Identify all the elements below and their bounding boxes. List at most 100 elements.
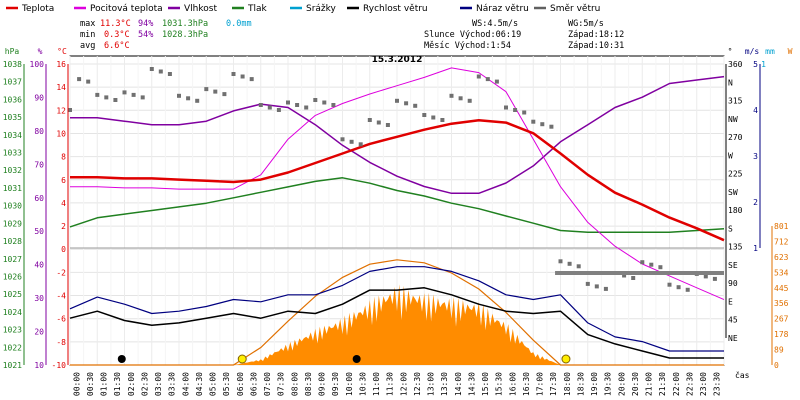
legend: Teplota Pocitová teplota Vlhkost Tlak Srážky… [6,4,600,14]
direction-tick: 270 [728,133,743,142]
stats-max-label: max [80,19,95,29]
humidity-tick: 50 [34,227,44,236]
wind-direction-point [540,122,545,127]
humidity-tick: 70 [34,160,44,169]
temperature-tick: 2 [61,222,66,231]
legend-label-7: Směr větru [550,4,600,14]
stats-min-temp: 0.3°C [104,30,130,40]
legend-label-0: Teplota [21,4,54,14]
wind-direction-point [68,108,72,112]
stats-max-temp: 11.3°C [100,19,131,29]
direction-tick: 90 [728,279,738,288]
axes: hPa1038103710361035103410331032103110301… [3,47,793,396]
x-tick: 15:00 [481,372,490,396]
legend-label-1: Pocitová teplota [90,4,163,14]
wind-direction-point [440,118,445,122]
direction-tick: 45 [728,316,738,325]
pressure-tick: 1025 [3,290,22,299]
wind-direction-point [376,120,381,125]
wind-direction-point [222,92,227,97]
x-tick: 10:00 [345,372,354,396]
solar-tick: 356 [774,299,789,308]
temperature-tick: 4 [61,199,66,208]
chart-title: 15.3.2012 [372,55,423,65]
direction-tick: N [728,78,733,87]
stats-avg-temp: 6.6°C [104,41,130,51]
wind-direction-point [213,89,218,94]
wind-direction-point [322,100,327,105]
wind-direction-point [531,119,536,124]
wind-direction-point [186,96,191,101]
pressure-tick: 1023 [3,326,22,335]
x-tick: 13:00 [427,372,436,396]
solar-tick: 178 [774,330,789,339]
wind-direction-point [104,95,109,100]
x-tick: 05:00 [209,372,218,396]
direction-tick: NW [728,115,738,124]
x-tick: 08:30 [304,372,313,396]
humidity-tick: 60 [34,194,44,203]
solar-measured-area [70,284,724,365]
humidity-tick: 80 [34,127,44,136]
stats-moon: Měsíc Východ:1:54 [424,41,511,51]
pressure-tick: 1030 [3,202,22,211]
wind-direction-point [77,77,82,82]
legend-label-4: Srážky [306,4,337,14]
humidity-tick: 10 [34,361,44,370]
wind-direction-point [331,103,336,107]
temperature-tick: 14 [56,83,66,92]
temperature-axis-label: °C [57,47,67,56]
wind-direction-point [177,93,181,98]
solar-tick: 267 [774,315,789,324]
rain-tick: 1 [761,60,766,69]
wind-tick: 5 [753,60,758,69]
pressure-tick: 1027 [3,255,22,264]
wind-direction-point [286,100,290,105]
wind-direction-point [712,276,717,281]
pressure-tick: 1032 [3,166,22,175]
humidity-tick: 30 [34,294,44,303]
sunrise-marker [237,354,247,364]
wind-direction-point [476,74,481,79]
wind-direction-point [494,79,499,84]
wind-axis-label: m/s [745,47,760,56]
direction-tick: SW [728,188,738,197]
x-tick: 00:30 [86,372,95,396]
stats-block: max 11.3°C 94% 1031.3hPa 0.0mm min 0.3°C… [80,19,624,51]
humidity-tick: 20 [34,328,44,337]
wind-direction-point [431,115,436,120]
stats-min-label: min [80,30,95,40]
wind-direction-point [167,72,172,76]
wind-direction-point [113,98,118,102]
wind-direction-point [404,101,409,106]
humidity-axis-label: % [38,47,43,56]
temperature-tick: 16 [56,60,66,69]
pressure-line [69,177,725,234]
direction-tick: 225 [728,170,743,179]
x-tick: 23:30 [713,372,722,396]
wind-tick: 2 [753,198,758,207]
stats-avg-label: avg [80,41,95,51]
wind-direction-point [231,72,236,76]
wind-direction-point [667,282,672,287]
sunset-marker [561,354,571,364]
wind-direction-point [631,276,636,280]
wind-direction-point [522,110,527,115]
wind-direction-point [140,95,145,100]
humidity-line [70,75,725,195]
legend-label-6: Náraz větru [476,4,529,14]
rain-axis-label: mm [765,47,775,56]
x-tick: 01:30 [113,372,122,396]
humidity-tick: 40 [34,261,44,270]
x-tick: 15:30 [495,372,504,396]
pressure-tick: 1029 [3,219,22,228]
wind-tick: 3 [753,152,758,161]
wind-direction-point [603,286,608,291]
x-tick: 17:00 [536,372,545,396]
wind-direction-point [385,123,390,127]
x-tick: 07:00 [263,372,272,396]
x-tick: 07:30 [277,372,286,396]
x-tick: 14:00 [454,372,463,396]
x-tick: 16:00 [508,372,517,396]
